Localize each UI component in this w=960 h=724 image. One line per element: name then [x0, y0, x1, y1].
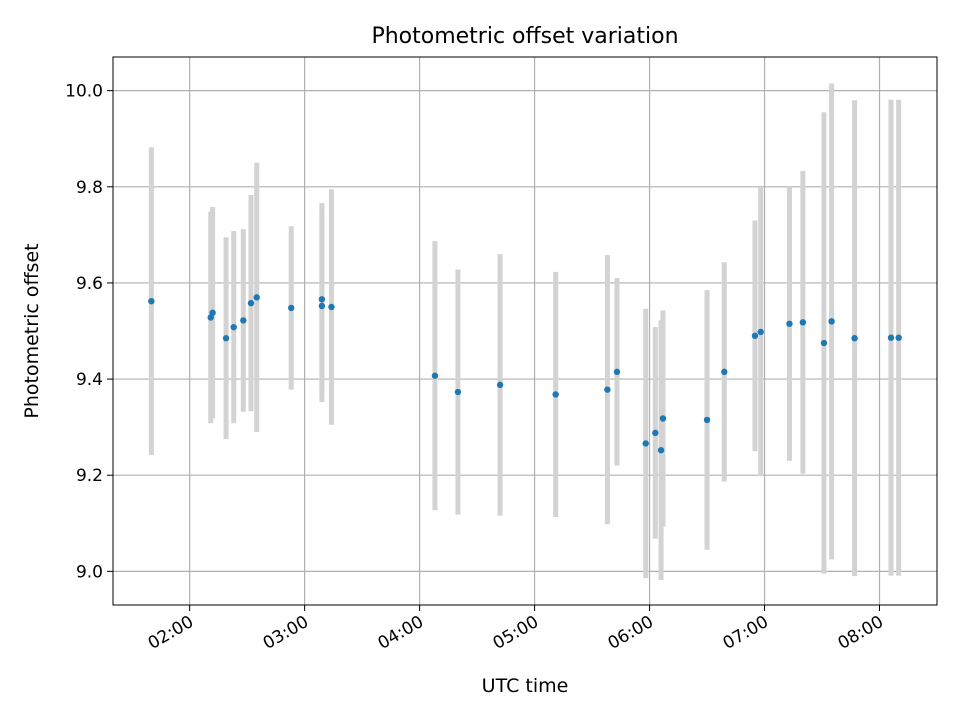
data-point	[230, 323, 237, 331]
y-tick-label: 9.8	[76, 178, 103, 198]
data-point	[799, 319, 807, 326]
y-tick-label: 9.0	[76, 562, 103, 582]
data-point	[318, 302, 326, 310]
data-point	[757, 328, 764, 336]
y-axis-ticks: 9.0 9.2 9.4 9.6 9.8 10.0	[65, 82, 113, 582]
data-point	[786, 320, 793, 327]
data-point	[328, 303, 335, 311]
data-point	[652, 429, 659, 437]
point-layer	[148, 294, 902, 454]
data-point	[431, 372, 439, 379]
data-point	[318, 296, 326, 303]
data-point	[895, 334, 902, 341]
data-point	[288, 304, 295, 312]
data-point	[703, 416, 711, 424]
data-point	[552, 391, 559, 398]
y-tick-label: 10.0	[65, 82, 103, 102]
data-point	[247, 299, 255, 307]
y-tick-label: 9.4	[76, 370, 103, 390]
data-point	[209, 309, 216, 316]
data-point	[222, 335, 230, 342]
plot-frame	[112, 56, 938, 606]
data-point	[454, 388, 462, 396]
data-point	[659, 415, 667, 422]
data-point	[604, 386, 611, 393]
data-point	[657, 447, 665, 454]
data-point	[253, 294, 260, 301]
data-point	[642, 440, 649, 447]
data-point	[721, 368, 728, 376]
data-point	[240, 317, 247, 324]
data-point	[820, 339, 828, 347]
chart-title: Photometric offset variation	[371, 24, 678, 49]
x-axis-label: UTC time	[482, 675, 569, 697]
data-point	[751, 332, 759, 340]
data-point	[887, 334, 895, 341]
data-point	[851, 335, 858, 342]
y-tick-label: 9.2	[76, 466, 103, 486]
y-tick-label: 9.6	[76, 274, 103, 294]
y-axis-label: Photometric offset	[21, 243, 43, 418]
data-point	[828, 318, 835, 325]
data-point	[148, 297, 155, 305]
data-point	[613, 368, 621, 376]
data-point	[496, 381, 504, 389]
data-point	[207, 314, 214, 321]
